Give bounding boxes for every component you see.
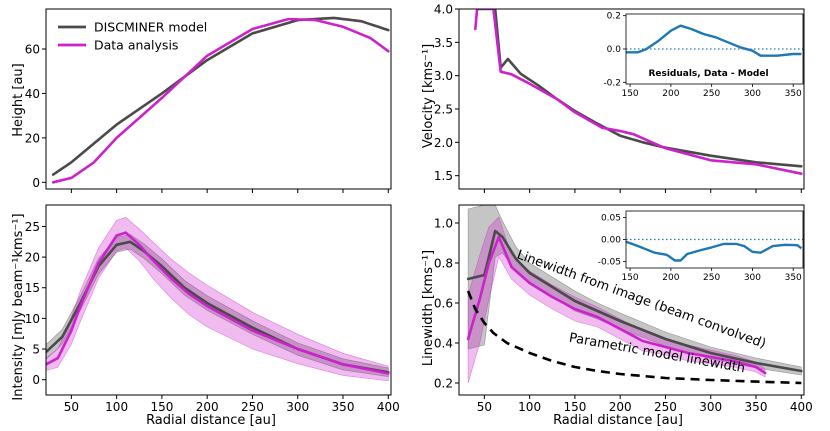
velocity-inset-xtick-label: 150: [621, 89, 638, 99]
linewidth-inset-xtick-label: 300: [744, 273, 761, 283]
intensity-xtick-label: 350: [332, 400, 355, 414]
linewidth-line-data-analysis: [466, 235, 767, 375]
velocity-ytick-label: 2.0: [434, 136, 453, 150]
height-line-data-analysis: [51, 17, 390, 184]
velocity-panel: 1.5 2.0 2.5 3.0 3.5 4.0 150 200 250 300 350 -0.2 0.0…: [434, 3, 805, 193]
linewidth-xtick-label: 50: [477, 400, 492, 414]
height-ytick-label: 0: [32, 176, 40, 190]
linewidth-line-discminer-model: [466, 229, 803, 373]
intensity-ylabel: Intensity [mJy beam⁻¹kms⁻¹]: [11, 213, 26, 400]
linewidth-xtick-label: 250: [654, 400, 677, 414]
intensity-xtick-label: 150: [150, 400, 173, 414]
linewidth-inset-xtick-label: 350: [785, 273, 802, 283]
velocity-ytick-label: 1.5: [434, 169, 453, 183]
velocity-ytick-label: 4.0: [434, 3, 453, 17]
intensity-xtick-label: 250: [241, 400, 264, 414]
linewidth-line-parametric-model-linewidth: [466, 290, 802, 385]
linewidth-ytick-label: 0.4: [434, 337, 453, 351]
intensity-ytick-label: 0: [32, 373, 40, 387]
velocity-inset-xtick-label: 200: [662, 89, 679, 99]
linewidth-inset-xtick-label: 200: [662, 273, 679, 283]
linewidth-ylabel: Linewidth [kms⁻¹]: [421, 250, 436, 366]
intensity-axes-frame: [45, 204, 392, 396]
intensity-ytick-label: 15: [25, 281, 40, 295]
velocity-inset-ytick-label: 0.0: [607, 45, 622, 55]
linewidth-xtick-label: 100: [518, 400, 541, 414]
height-legend-label: DISCMINER model: [94, 20, 207, 35]
intensity-line-data-analysis: [46, 231, 390, 375]
velocity-line-data-analysis: [473, 9, 803, 175]
intensity-xtick-label: 200: [196, 400, 219, 414]
linewidth-ytick-label: 0.6: [434, 297, 453, 311]
linewidth-xtick-label: 350: [745, 400, 768, 414]
intensity-xtick-label: 300: [286, 400, 309, 414]
linewidth-axes-frame: [458, 204, 805, 396]
linewidth-xlabel: Radial distance [au]: [553, 413, 683, 428]
linewidth-plot-area: [466, 205, 803, 385]
intensity-ytick-label: 20: [25, 251, 40, 265]
linewidth-inset: 150 200 250 300 350 -0.05 0.00 0.05: [598, 210, 804, 283]
height-ytick-label: 40: [25, 87, 40, 101]
linewidth-inset-xtick-label: 150: [621, 273, 638, 283]
intensity-ytick-label: 25: [25, 220, 40, 234]
intensity-ytick-label: 10: [25, 312, 40, 326]
height-panel: 0 20 40 60 DISCMINER model Data analysis: [25, 8, 392, 193]
velocity-inset-residual-line: [626, 24, 802, 57]
velocity-axes-frame: [458, 8, 805, 190]
intensity-xlabel: Radial distance [au]: [146, 413, 276, 428]
linewidth-inset-ytick-label: 0.00: [601, 236, 621, 246]
height-ytick-label: 20: [25, 131, 40, 145]
height-plot-area: [51, 16, 390, 184]
intensity-xtick-label: 400: [377, 400, 400, 414]
intensity-panel: 50 100 150 200 250 300 350 400 0 5 10 15 20 25: [25, 204, 400, 414]
linewidth-inset-ytick-label: 0.05: [601, 214, 621, 224]
linewidth-xtick-label: 150: [563, 400, 586, 414]
height-line-discminer-model: [51, 16, 390, 176]
intensity-plot-area: [46, 216, 390, 382]
height-legend: DISCMINER model Data analysis: [58, 20, 207, 53]
velocity-inset-xtick-label: 250: [703, 89, 720, 99]
linewidth-inset-residual-line: [626, 240, 803, 262]
height-axes-frame: [45, 8, 392, 190]
linewidth-xtick-label: 200: [609, 400, 632, 414]
velocity-plot-area: [473, 9, 803, 175]
velocity-inset-ytick-label: 0.2: [607, 12, 621, 22]
velocity-ylabel: Velocity [kms⁻¹]: [421, 44, 436, 148]
intensity-xtick-label: 50: [64, 400, 79, 414]
linewidth-xtick-label: 300: [699, 400, 722, 414]
velocity-inset-xtick-label: 300: [744, 89, 761, 99]
intensity-ytick-label: 5: [32, 343, 40, 357]
linewidth-ytick-label: 0.2: [434, 377, 453, 391]
velocity-inset: 150 200 250 300 350 -0.2 0.0 0.2 Residuals, Data…: [603, 12, 804, 99]
height-legend-label: Data analysis: [94, 38, 178, 53]
linewidth-inset-xtick-label: 250: [703, 273, 720, 283]
intensity-xtick-label: 100: [105, 400, 128, 414]
height-ytick-label: 60: [25, 43, 40, 57]
linewidth-inset-ytick-label: -0.05: [598, 257, 621, 267]
linewidth-ytick-label: 0.8: [434, 257, 453, 271]
velocity-ytick-label: 3.5: [434, 36, 453, 50]
velocity-inset-title: Residuals, Data - Model: [648, 69, 768, 79]
intensity-band-data-analysis: [46, 216, 389, 382]
velocity-ytick-label: 2.5: [434, 103, 453, 117]
velocity-inset-ytick-label: -0.2: [603, 78, 621, 88]
linewidth-panel: 50 100 150 200 250 300 350 4000.20.40.60.81.0Li…: [434, 204, 813, 414]
velocity-inset-xtick-label: 350: [785, 89, 802, 99]
height-ylabel: Height [au]: [11, 63, 26, 136]
velocity-ytick-label: 3.0: [434, 69, 453, 83]
linewidth-ytick-label: 1.0: [434, 217, 453, 231]
linewidth-xtick-label: 400: [790, 400, 813, 414]
